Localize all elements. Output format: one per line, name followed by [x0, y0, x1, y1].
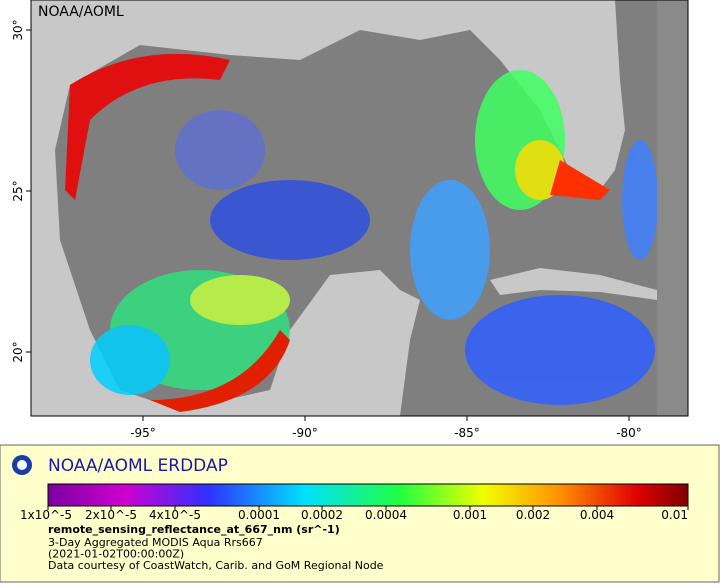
lat-label: 20° — [11, 341, 25, 362]
map-frame — [30, 0, 689, 417]
colorbar-label: 1x10^-5 — [20, 508, 72, 522]
colorbar-ticks: 1x10^-5 2x10^-5 4x10^-5 0.0001 0.0002 0.0004 0… — [20, 506, 689, 522]
colorbar — [47, 483, 689, 507]
colorbar-label: 4x10^-5 — [149, 508, 201, 522]
colorbar-label: 0.01 — [661, 508, 688, 522]
variable-name: remote_sensing_reflectance_at_667_nm (sr… — [48, 523, 340, 536]
coastal-high — [550, 160, 610, 200]
lon-label: -90° — [292, 426, 318, 440]
legend-line: 3-Day Aggregated MODIS Aqua Rrs667 — [48, 536, 263, 549]
no-data — [657, 0, 688, 416]
data-field — [90, 70, 658, 405]
legend-line: Data courtesy of CoastWatch, Carib. and … — [48, 559, 384, 572]
legend-panel — [0, 444, 720, 583]
colorbar-label: 0.002 — [516, 508, 550, 522]
legend-line: (2021-01-02T00:00:00Z) — [48, 548, 184, 561]
noaa-logo-inner — [17, 460, 27, 470]
lon-label: -95° — [130, 426, 156, 440]
colorbar-label: 2x10^-5 — [85, 508, 137, 522]
lat-label: 25° — [11, 180, 25, 201]
lon-label: -85° — [454, 426, 480, 440]
colorbar-label: 0.0002 — [301, 508, 343, 522]
legend-title: NOAA/AOML ERDDAP — [48, 456, 228, 476]
colorbar-label: 0.004 — [580, 508, 614, 522]
lat-label: 30° — [11, 19, 25, 40]
colorbar-label: 0.001 — [453, 508, 487, 522]
colorbar-label: 0.0004 — [365, 508, 407, 522]
coastal-high — [65, 53, 230, 200]
legend-lines: 3-Day Aggregated MODIS Aqua Rrs667(2021-… — [48, 536, 384, 572]
land-cuba — [490, 268, 657, 300]
coastal-high — [150, 330, 290, 412]
watermark: NOAA/AOML — [38, 4, 124, 20]
map — [31, 0, 688, 416]
lon-label: -80° — [616, 426, 642, 440]
colorbar-label: 0.0001 — [238, 508, 280, 522]
axes: 30° 25° 20° -95° -90° -85° -80° — [11, 19, 642, 440]
